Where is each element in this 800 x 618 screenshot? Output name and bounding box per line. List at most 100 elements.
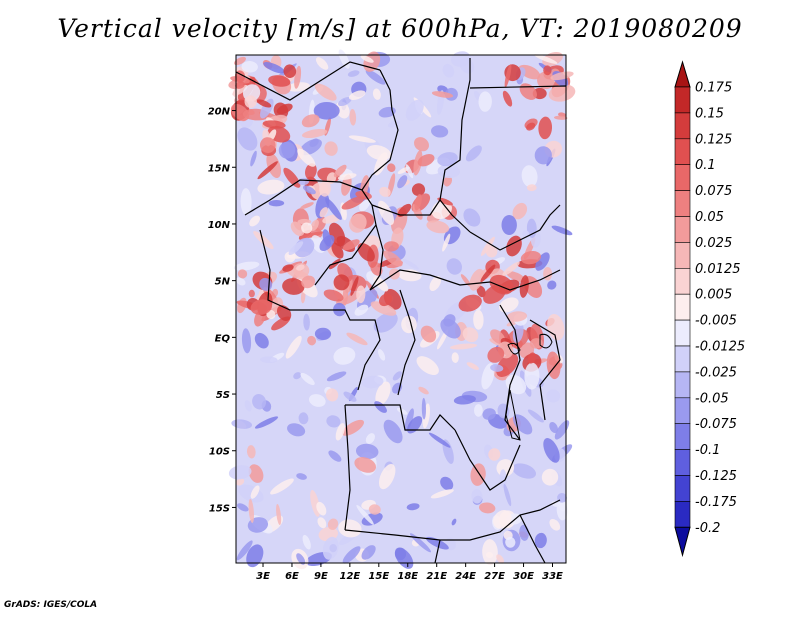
velocity-patch xyxy=(374,152,388,176)
velocity-patch xyxy=(505,536,516,548)
colorbar-label: -0.1 xyxy=(695,443,720,458)
velocity-patch xyxy=(466,362,479,370)
velocity-patch xyxy=(234,56,246,66)
velocity-patch xyxy=(301,222,313,234)
colorbar-bottom-arrow xyxy=(674,526,691,558)
border-line xyxy=(469,204,561,251)
border-line xyxy=(499,304,521,441)
velocity-patch xyxy=(276,503,282,526)
velocity-patch xyxy=(418,386,429,395)
velocity-patch xyxy=(262,120,286,129)
velocity-patch xyxy=(244,95,257,108)
velocity-patch xyxy=(480,236,495,256)
lon-tick-label: 24E xyxy=(455,571,476,582)
velocity-patch xyxy=(348,90,366,100)
velocity-patch xyxy=(231,419,253,429)
velocity-patch xyxy=(512,321,524,344)
lat-tick-label: 20N xyxy=(208,107,231,118)
velocity-patch xyxy=(446,258,462,275)
velocity-patch xyxy=(537,71,555,90)
velocity-patch xyxy=(487,346,505,363)
latitude-axis: 20N 15N 10N 5N EQ 5S 10S 15S xyxy=(208,107,236,514)
velocity-patch xyxy=(290,221,305,237)
colorbar-label: -0.025 xyxy=(695,365,737,380)
colorbar-label: -0.005 xyxy=(695,314,737,329)
velocity-patch xyxy=(270,478,294,495)
lon-tick-label: 21E xyxy=(426,571,447,582)
velocity-patch xyxy=(502,261,520,276)
velocity-patch xyxy=(397,203,412,217)
velocity-patch xyxy=(283,64,297,78)
velocity-patch xyxy=(335,423,345,441)
velocity-patch xyxy=(524,362,540,390)
colorbar-label: -0.075 xyxy=(695,417,737,432)
velocity-patch xyxy=(549,422,558,433)
velocity-anomalies xyxy=(228,49,576,570)
border-line xyxy=(529,319,561,421)
velocity-patch xyxy=(307,335,317,346)
velocity-patch xyxy=(470,463,486,486)
lon-tick-label: 6E xyxy=(285,571,299,582)
lat-tick-label: 10N xyxy=(208,220,231,231)
velocity-patch xyxy=(336,291,360,306)
velocity-patch xyxy=(241,60,258,73)
velocity-patch xyxy=(541,468,559,486)
velocity-patch xyxy=(431,91,454,98)
velocity-patch xyxy=(490,364,504,372)
velocity-patch xyxy=(394,547,414,569)
velocity-patch xyxy=(478,91,492,112)
velocity-patch xyxy=(480,264,496,283)
velocity-patch xyxy=(443,175,453,187)
velocity-patch xyxy=(437,164,460,179)
velocity-patch xyxy=(526,122,536,131)
velocity-patch xyxy=(383,241,399,252)
lon-tick-label: 18E xyxy=(397,571,418,582)
velocity-patch xyxy=(527,409,544,423)
velocity-patch xyxy=(414,137,429,152)
colorbar-label: -0.0125 xyxy=(695,340,745,355)
velocity-patch xyxy=(548,84,576,102)
velocity-patch xyxy=(259,137,276,153)
velocity-patch xyxy=(228,465,252,480)
velocity-patch xyxy=(325,197,342,220)
velocity-patch xyxy=(309,138,319,147)
velocity-patch xyxy=(342,546,361,564)
velocity-patch xyxy=(235,277,246,286)
velocity-patch xyxy=(248,289,255,298)
velocity-patch xyxy=(236,540,253,561)
colorbar-label: 0.175 xyxy=(695,81,732,96)
colorbar-label: 0.0125 xyxy=(695,262,741,277)
velocity-patch xyxy=(425,536,449,550)
velocity-patch xyxy=(342,239,360,251)
velocity-patch xyxy=(442,63,455,78)
velocity-patch xyxy=(276,103,293,115)
velocity-patch xyxy=(428,432,451,448)
velocity-patch xyxy=(287,423,306,437)
velocity-patch xyxy=(301,275,316,289)
velocity-patch xyxy=(254,332,269,349)
velocity-patch xyxy=(474,404,483,417)
lon-tick-label: 27E xyxy=(484,571,505,582)
lat-tick-label: 5N xyxy=(215,277,231,288)
velocity-patch xyxy=(300,202,314,210)
velocity-patch xyxy=(502,90,513,107)
velocity-patch xyxy=(443,314,456,327)
border-line xyxy=(361,69,399,191)
velocity-patch xyxy=(506,311,528,322)
lat-tick-label: EQ xyxy=(215,333,231,344)
velocity-patch xyxy=(547,314,565,341)
colorbar-segment xyxy=(674,164,691,191)
velocity-patch xyxy=(499,469,507,489)
velocity-patch xyxy=(520,250,542,265)
lat-tick-label: 15S xyxy=(209,503,230,514)
velocity-patch xyxy=(356,504,374,525)
lon-tick-label: 33E xyxy=(542,571,563,582)
country-borders xyxy=(235,58,567,564)
velocity-patch xyxy=(305,163,317,180)
velocity-patch xyxy=(319,180,331,197)
velocity-patch xyxy=(458,294,482,312)
velocity-patch xyxy=(244,400,252,412)
velocity-patch xyxy=(431,125,449,138)
velocity-patch xyxy=(356,285,366,304)
border-line xyxy=(320,309,381,391)
